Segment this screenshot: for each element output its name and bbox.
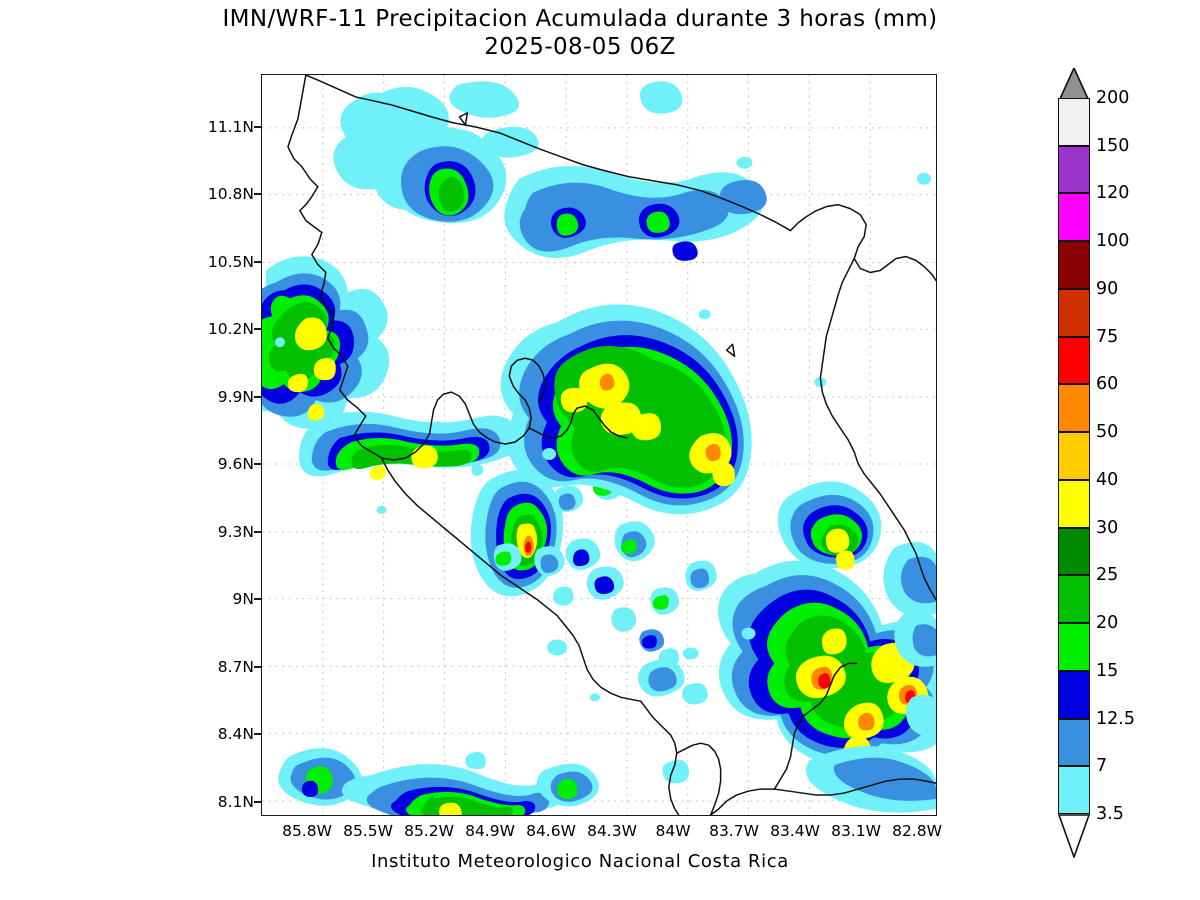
precip-cell-offshore-east [806,541,936,813]
precip-cell-caribbean-se [717,560,936,768]
colorbar-swatch [1058,384,1090,433]
precip-cell-pacific-chain [493,521,717,652]
precip-cell-pacific-offshore [553,586,708,705]
chart-title: IMN/WRF-11 Precipitacion Acumulada duran… [222,6,938,32]
x-tick-label: 84.3W [587,822,637,840]
precip-cell-central-orange [470,469,564,597]
precip-cell-midwest-band [299,411,522,480]
colorbar-tick-label: 60 [1096,374,1119,395]
y-tick-mark [254,733,262,735]
x-tick-label: 84W [655,822,691,840]
y-tick-label: 8.7N [217,658,254,676]
precip-cell-caribbean-band [777,481,882,570]
precip-cell-nicoya [262,256,390,429]
y-tick-label: 10.2N [207,320,254,338]
colorbar-tick-label: 40 [1096,469,1119,490]
y-tick-mark [254,126,262,128]
colorbar-swatch [1058,575,1090,624]
x-tick-label: 84.6W [526,822,576,840]
x-tick-label: 85.5W [343,822,393,840]
colorbar-tick-label: 100 [1096,231,1130,252]
colorbar-swatch [1058,670,1090,719]
precip-cell-ne-band [504,166,767,261]
y-tick-mark [254,598,262,600]
colorbar-tick-label: 25 [1096,565,1119,586]
y-tick-mark [254,463,262,465]
colorbar-swatch [1058,527,1090,576]
map-plot-area [261,74,937,816]
y-tick-label: 10.5N [207,253,254,271]
colorbar-swatch [1058,145,1090,194]
colorbar-swatch [1058,288,1090,337]
precip-cell-dots [274,156,932,702]
chart-title-block: IMN/WRF-11 Precipitacion Acumulada duran… [0,6,1160,60]
y-tick-label: 8.1N [217,793,254,811]
colorbar-tick-label: 150 [1096,135,1130,156]
precipitation-contours [262,81,936,815]
y-tick-label: 9.6N [217,455,254,473]
y-tick-mark [254,193,262,195]
x-tick-label: 82.8W [892,822,942,840]
y-tick-label: 9N [232,590,254,608]
y-tick-label: 9.3N [217,523,254,541]
colorbar-swatch [1058,766,1090,814]
y-tick-label: 10.8N [207,185,254,203]
colorbar-tick-label: 20 [1096,613,1119,634]
colorbar-tick-label: 75 [1096,326,1119,347]
x-tick-label: 85.2W [404,822,454,840]
map-coastlines [287,75,936,815]
x-tick-label: 83.1W [831,822,881,840]
x-tick-label: 83.4W [770,822,820,840]
y-tick-mark [254,328,262,330]
chart-subtitle: 2025-08-05 06Z [484,34,676,60]
colorbar-tick-label: 90 [1096,278,1119,299]
precip-cell-cordillera-main [500,304,752,515]
colorbar-tick-label: 30 [1096,517,1119,538]
colorbar-swatch [1058,479,1090,528]
colorbar-tick-label: 3.5 [1096,804,1124,824]
x-tick-label: 85.8W [282,822,332,840]
y-tick-label: 11.1N [207,118,254,136]
colorbar-tick-label: 7 [1096,756,1108,777]
precip-cell-north-coast [449,81,683,158]
y-tick-mark [254,261,262,263]
colorbar: 200 150 120 100 90 75 60 50 40 30 25 20 15 12.5 7 3.5 [1058,68,1135,858]
colorbar-swatch [1058,241,1090,289]
y-tick-label: 8.4N [217,725,254,743]
colorbar-tick-label: 12.5 [1096,708,1135,729]
colorbar-swatch [1058,98,1090,146]
colorbar-tick-label: 50 [1096,422,1119,443]
colorbar-swatch [1058,336,1090,385]
colorbar-under-arrow [1058,814,1090,858]
map-canvas [262,75,936,815]
y-tick-mark [254,666,262,668]
colorbar-tick-label: 15 [1096,660,1119,681]
x-tick-label: 84.9W [465,822,515,840]
y-tick-label: 9.9N [217,388,254,406]
colorbar-swatch [1058,718,1090,767]
precip-cell-sw-bottom [278,748,690,815]
y-tick-mark [254,396,262,398]
footer-credit: Instituto Meteorologico Nacional Costa R… [371,851,789,872]
colorbar-swatch [1058,623,1090,671]
y-tick-mark [254,801,262,803]
colorbar-tick-label: 200 [1096,88,1130,108]
colorbar-tick-label: 120 [1096,183,1130,204]
y-tick-mark [254,531,262,533]
colorbar-swatch [1058,193,1090,242]
x-tick-label: 83.7W [709,822,759,840]
colorbar-swatch [1058,432,1090,480]
colorbar-over-arrow [1058,68,1090,102]
precip-cell-nw-top [333,86,507,224]
